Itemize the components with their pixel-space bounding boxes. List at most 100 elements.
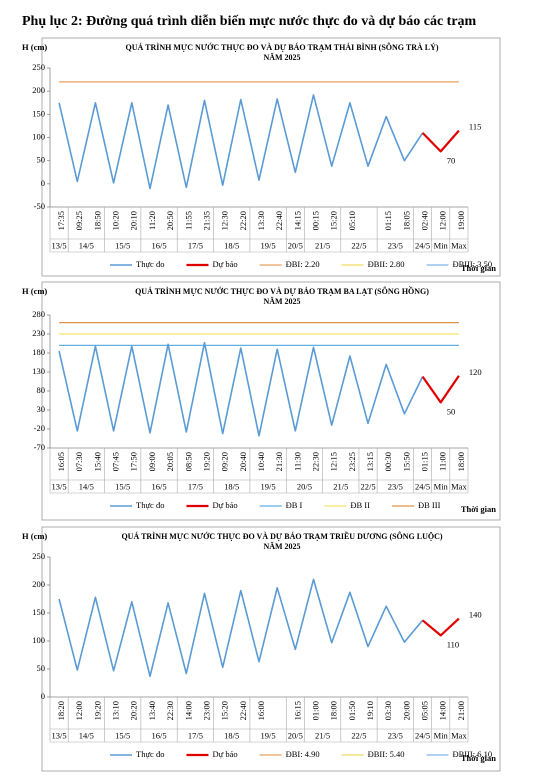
date-label: 21/5 xyxy=(333,481,348,491)
date-label: 13/5 xyxy=(52,481,67,491)
y-tick-label: 200 xyxy=(32,85,45,95)
date-label: 16/5 xyxy=(151,730,166,740)
date-label: 20/5 xyxy=(297,481,312,491)
date-label: 16/5 xyxy=(151,481,166,491)
y-tick-label: 280 xyxy=(32,309,45,319)
x-tick-label: 01:15 xyxy=(383,211,393,230)
date-label: 23/5 xyxy=(388,240,403,250)
x-tick-label: 12:00 xyxy=(438,211,448,230)
y-tick-label: -70 xyxy=(34,442,45,452)
x-tick-label: 11:55 xyxy=(183,211,193,230)
x-tick-label: 00:15 xyxy=(310,211,320,230)
legend-label: Thực đo xyxy=(136,500,164,510)
chart-title: QUÁ TRÌNH MỰC NƯỚC THỰC ĐO VÀ DỰ BÁO TRẠ… xyxy=(121,531,442,541)
x-tick-label: 15:40 xyxy=(92,452,102,471)
x-tick-label: 13:15 xyxy=(365,452,375,471)
y-tick-label: 30 xyxy=(37,404,46,414)
x-axis-label: Thời gian xyxy=(461,263,496,273)
x-tick-label: 01:50 xyxy=(347,701,357,720)
x-tick-label: 20:10 xyxy=(129,211,139,230)
x-tick-label: 00:30 xyxy=(383,452,393,471)
x-tick-label: 15:50 xyxy=(401,452,411,471)
legend-label: ĐBI: 2.20 xyxy=(286,259,320,269)
x-tick-label: 20:00 xyxy=(401,701,411,720)
x-tick-label: 14:00 xyxy=(183,701,193,720)
date-label: 23/5 xyxy=(388,730,403,740)
series-line xyxy=(421,129,460,153)
y-tick-label: 200 xyxy=(32,579,45,589)
legend-label: ĐBII: 5.40 xyxy=(368,749,405,759)
y-axis-label: H (cm) xyxy=(22,42,47,52)
y-axis-label: H (cm) xyxy=(22,531,47,541)
date-label: 15/5 xyxy=(115,481,130,491)
x-tick-label: 08:50 xyxy=(183,452,193,471)
legend-label: ĐBIII: 3.50 xyxy=(452,259,492,269)
chart-subtitle: NĂM 2025 xyxy=(263,52,300,62)
x-tick-label: 01:15 xyxy=(420,452,430,471)
x-tick-label: 13:40 xyxy=(147,701,157,720)
x-axis-label: Thời gian xyxy=(461,753,496,763)
date-label: 14/5 xyxy=(79,240,94,250)
x-tick-label: 14:15 xyxy=(292,211,302,230)
x-tick-label: 19:20 xyxy=(201,452,211,471)
date-label: 16/5 xyxy=(151,240,166,250)
x-tick-label: 19:00 xyxy=(456,211,466,230)
legend-label: Thực đo xyxy=(136,749,164,759)
x-tick-label: 09:00 xyxy=(147,452,157,471)
x-tick-label: 20:05 xyxy=(165,452,175,471)
x-tick-label: 16:05 xyxy=(56,452,66,471)
y-tick-label: 150 xyxy=(32,108,45,118)
date-label: 15/5 xyxy=(115,730,130,740)
date-label: 17/5 xyxy=(188,730,203,740)
x-tick-label: 14:00 xyxy=(438,701,448,720)
x-tick-label: 16:15 xyxy=(292,701,302,720)
x-tick-label: 15:20 xyxy=(329,211,339,230)
date-label: 23/5 xyxy=(388,481,403,491)
chart: QUÁ TRÌNH MỰC NƯỚC THỰC ĐO VÀ DỰ BÁO TRẠ… xyxy=(22,526,501,772)
x-tick-label: 23:25 xyxy=(347,452,357,471)
x-tick-label: 21:30 xyxy=(274,452,284,471)
date-label: 22/5 xyxy=(360,481,375,491)
y-tick-label: 50 xyxy=(37,155,46,165)
x-tick-label: 17:35 xyxy=(56,211,66,230)
legend-label: Dự báo xyxy=(212,500,237,510)
x-tick-label: 12:15 xyxy=(329,452,339,471)
legend-label: Dự báo xyxy=(212,749,237,759)
legend-label: ĐB III xyxy=(418,500,441,510)
x-tick-label: 13:30 xyxy=(256,211,266,230)
x-tick-label: 10:40 xyxy=(256,452,266,471)
x-tick-label: 05:10 xyxy=(347,211,357,230)
x-tick-label: 18:05 xyxy=(401,211,411,230)
series-line xyxy=(58,578,424,678)
x-tick-label: 13:10 xyxy=(111,701,121,720)
date-label: 14/5 xyxy=(79,481,94,491)
x-tick-label: 12:00 xyxy=(74,701,84,720)
y-tick-label: 180 xyxy=(32,347,45,357)
date-label: 19/5 xyxy=(261,481,276,491)
date-label: 13/5 xyxy=(52,730,67,740)
legend-label: ĐBI: 4.90 xyxy=(286,749,320,759)
page-heading: Phụ lục 2: Đường quá trình diễn biến mực… xyxy=(22,13,477,29)
x-tick-label: 18:50 xyxy=(92,211,102,230)
x-tick-label: 01:00 xyxy=(310,701,320,720)
legend-label: ĐB I xyxy=(286,500,303,510)
x-tick-label: 11:00 xyxy=(438,452,448,471)
date-label: Min xyxy=(434,240,449,250)
series-line xyxy=(421,617,460,637)
date-label: 22/5 xyxy=(351,240,366,250)
date-label: Max xyxy=(451,730,467,740)
x-tick-label: 19:20 xyxy=(92,701,102,720)
x-tick-label: 18:20 xyxy=(56,701,66,720)
y-axis-label: H (cm) xyxy=(22,286,47,296)
legend-label: ĐBIII: 6.10 xyxy=(452,749,492,759)
series-line xyxy=(58,94,424,190)
y-tick-label: 250 xyxy=(32,62,45,72)
date-label: 24/5 xyxy=(415,240,430,250)
x-tick-label: 21:35 xyxy=(201,211,211,230)
x-tick-label: 18:00 xyxy=(456,452,466,471)
series-line xyxy=(421,375,460,404)
y-tick-label: 230 xyxy=(32,328,45,338)
x-tick-label: 22:30 xyxy=(310,452,320,471)
x-tick-label: 16:00 xyxy=(256,701,266,720)
